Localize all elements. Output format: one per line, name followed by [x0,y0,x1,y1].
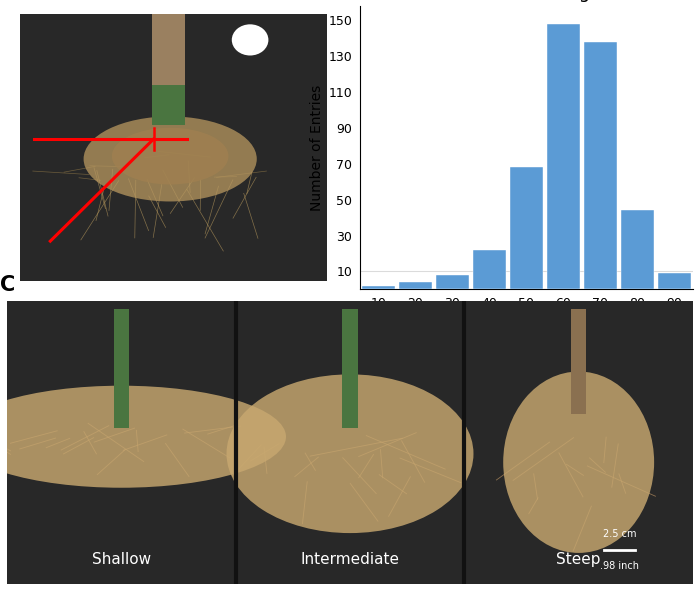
Bar [621,211,654,289]
Bar [658,273,691,289]
Text: .98 inch: .98 inch [600,562,639,572]
Bar [399,282,432,289]
Ellipse shape [83,116,257,201]
Circle shape [232,24,268,55]
Bar [510,168,542,289]
Bar [362,286,395,289]
FancyBboxPatch shape [20,14,327,281]
Text: Steep: Steep [556,552,601,567]
FancyBboxPatch shape [571,309,586,414]
Bar [547,24,580,289]
Y-axis label: Number of Entries: Number of Entries [310,84,324,211]
FancyBboxPatch shape [114,309,129,428]
Title: Crown Root Angle: Crown Root Angle [447,0,607,2]
FancyBboxPatch shape [152,14,186,91]
X-axis label: Crown Root Angle (Degrees from Soil Line): Crown Root Angle (Degrees from Soil Line… [379,314,675,328]
Text: C: C [0,275,15,295]
Bar [436,275,469,289]
Text: Shallow: Shallow [92,552,151,567]
Ellipse shape [227,375,473,533]
Ellipse shape [0,386,286,488]
FancyBboxPatch shape [152,86,186,125]
Bar [584,42,617,289]
Text: Intermediate: Intermediate [300,552,400,567]
Ellipse shape [112,128,228,185]
FancyBboxPatch shape [7,301,693,584]
Ellipse shape [503,372,654,553]
Bar [473,250,506,289]
FancyBboxPatch shape [342,309,358,428]
Text: 2.5 cm: 2.5 cm [603,529,636,539]
